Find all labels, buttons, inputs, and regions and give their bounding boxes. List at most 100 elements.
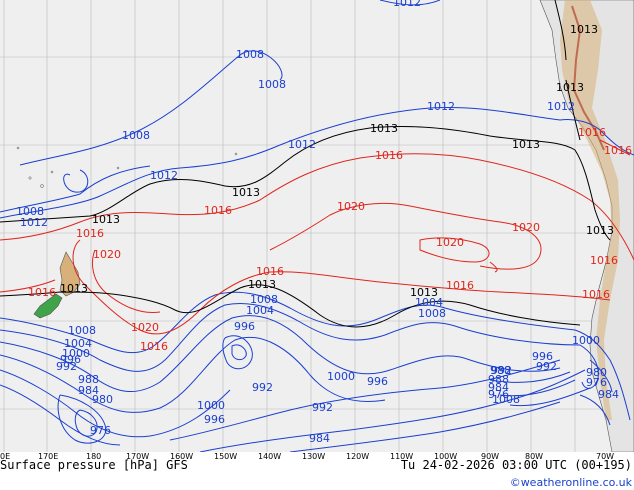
isobar-label: 1000 [62, 347, 90, 360]
valid-time: Tu 24-02-2026 03:00 UTC (00+195) [401, 458, 632, 472]
longitude-label: 180 [86, 452, 101, 461]
isobar-label: 992 [536, 360, 557, 373]
longitude-label: 150W [214, 452, 237, 461]
new-zealand-south-island [33, 293, 63, 319]
isobar-label: 1004 [246, 304, 274, 317]
footer-bar [0, 452, 634, 490]
isobar-label: 980 [92, 393, 113, 406]
isobar-label: 1016 [76, 227, 104, 240]
isobar-label: 992 [252, 381, 273, 394]
longitude-label: 120W [346, 452, 369, 461]
isobar-label: 1013 [410, 286, 438, 299]
longitude-label: 100W [434, 452, 457, 461]
isobar-label: 1013 [248, 278, 276, 291]
isobar-label: 1013 [232, 186, 260, 199]
longitude-label: 170E [38, 452, 58, 461]
longitude-label: 140W [258, 452, 281, 461]
isobar-label: 1008 [122, 129, 150, 142]
isobar-label: 1008 [16, 205, 44, 218]
isobar-label: 1013 [570, 23, 598, 36]
isobar-label: 976 [90, 424, 111, 437]
isobar-label: 1020 [512, 221, 540, 234]
isobar-label: 1012 [150, 169, 178, 182]
isobar-label: 984 [598, 388, 619, 401]
isobar-label: 1016 [578, 126, 606, 139]
longitude-label: 130W [302, 452, 325, 461]
site-credit[interactable]: ©weatheronline.co.uk [510, 476, 633, 489]
isobar-label: 996 [60, 353, 81, 366]
ocean-area [0, 0, 634, 452]
isobar-label: 1016 [28, 286, 56, 299]
isobar-label: 996 [204, 413, 225, 426]
isobars-low [0, 0, 634, 453]
isobar-label: 1008 [236, 48, 264, 61]
isobar-label: 1012 [547, 100, 575, 113]
isobar-label: 992 [312, 401, 333, 414]
andes-terrain [560, 0, 620, 420]
longitude-label: 0E [0, 452, 10, 461]
isobar-label: 1013 [512, 138, 540, 151]
isobar-label: 1020 [93, 248, 121, 261]
isobar-label: 1013 [586, 224, 614, 237]
new-zealand-north-island [59, 251, 81, 297]
isobar-label: 984 [309, 432, 330, 445]
isobar-label: 1013 [92, 213, 120, 226]
isobar-label: 1016 [256, 265, 284, 278]
isobar-label: 1008 [418, 307, 446, 320]
isobar-label: 996 [367, 375, 388, 388]
isobar-label: 1008 [492, 393, 520, 406]
isobar-label: 1004 [64, 337, 92, 350]
longitude-labels: 0E 170E 180 170W 160W 150W 140W 130W 120… [0, 452, 614, 461]
isobar-labels-black: 1013 1013 1013 1013 1013 1013 1013 1013 … [60, 23, 614, 299]
isobar-label: 1000 [197, 399, 225, 412]
isobar-label: 1012 [288, 138, 316, 151]
isobar-label: 988 [488, 373, 509, 386]
isobar-label: 1008 [258, 78, 286, 91]
pacific-islands [16, 146, 238, 188]
isobar-label: 1016 [446, 279, 474, 292]
longitude-label: 160W [170, 452, 193, 461]
isobar-label: 980 [586, 366, 607, 379]
longitude-label: 170W [126, 452, 149, 461]
isobar-label: 1013 [370, 122, 398, 135]
isobar-label: 1008 [68, 324, 96, 337]
isobar-label: 992 [56, 360, 77, 373]
isobar-label: 996 [234, 320, 255, 333]
isobar-label: 984 [78, 384, 99, 397]
isobar-label: 1016 [582, 288, 610, 301]
isobar-label: 992 [491, 364, 512, 377]
isobar-label: 1012 [393, 0, 421, 9]
isobar-label: 1016 [590, 254, 618, 267]
isobar-label: 984 [488, 381, 509, 394]
longitude-label: 80W [525, 452, 543, 461]
isobar-label: 976 [586, 376, 607, 389]
isobar-label: 1016 [604, 144, 632, 157]
isobar-label: 1000 [572, 334, 600, 347]
isobar-labels-blue: 1012 1008 1008 1008 1012 1012 1012 1012 … [16, 0, 619, 445]
isobar-label: 1016 [204, 204, 232, 217]
isobars-high [0, 139, 634, 335]
isobar-label: 1020 [337, 200, 365, 213]
longitude-label: 70W [596, 452, 614, 461]
isobar-label: 1020 [436, 236, 464, 249]
isobar-label: 988 [490, 364, 511, 377]
isobar-label: 1012 [427, 100, 455, 113]
isobar-label: 1012 [20, 216, 48, 229]
isobar-label: 1020 [131, 321, 159, 334]
andes-peaks [571, 5, 605, 151]
map-title: Surface pressure [hPa] GFS [0, 458, 188, 472]
isobar-label: 996 [532, 350, 553, 363]
isobar-label: 1013 [60, 282, 88, 295]
isobar-label: 976 [488, 388, 509, 401]
isobar-label: 1016 [140, 340, 168, 353]
isobar-label: 1008 [250, 293, 278, 306]
isobar-label: 1000 [327, 370, 355, 383]
isobars-1013 [0, 0, 611, 328]
isobar-label: 1004 [415, 296, 443, 309]
isobar-label: 988 [78, 373, 99, 386]
isobar-label: 1013 [556, 81, 584, 94]
longitude-label: 90W [481, 452, 499, 461]
longitude-label: 110W [390, 452, 413, 461]
isobar-label: 1016 [375, 149, 403, 162]
